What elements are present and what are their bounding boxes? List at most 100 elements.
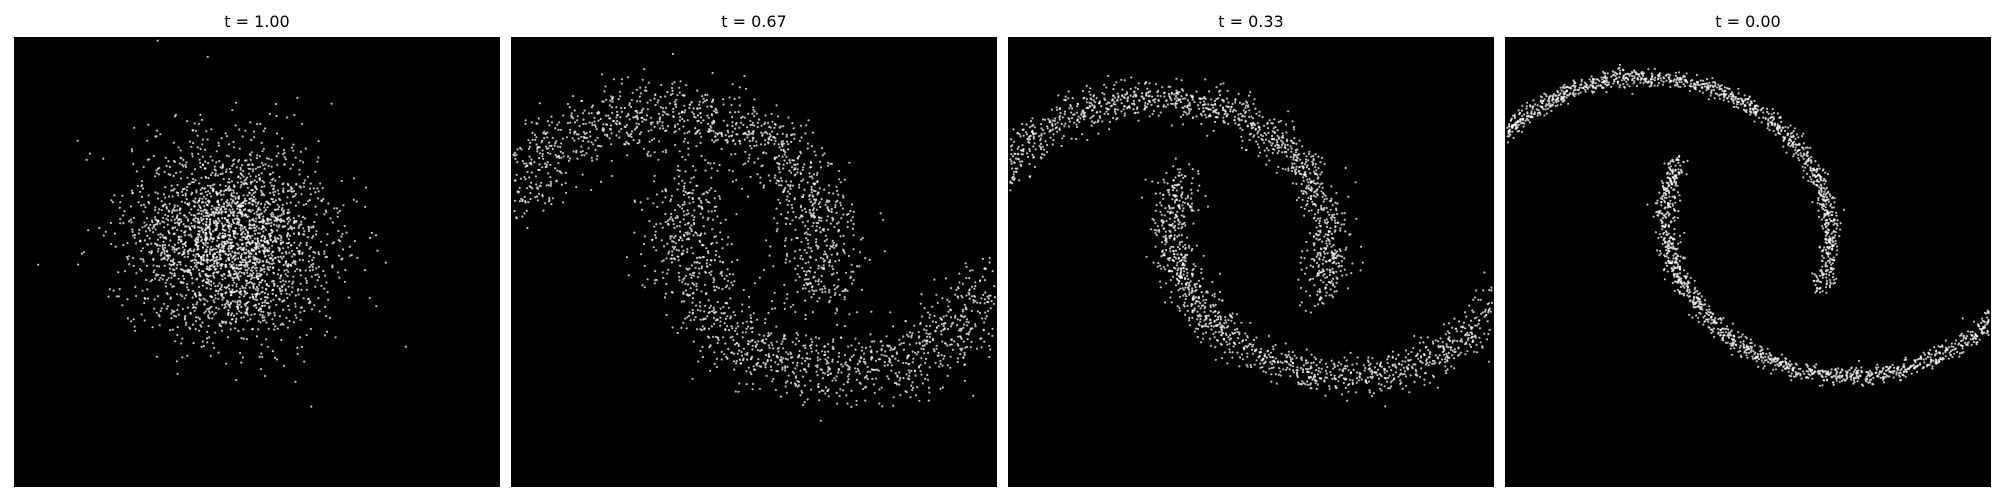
scatter-point bbox=[190, 273, 193, 277]
scatter-point bbox=[958, 281, 961, 284]
scatter-point bbox=[688, 106, 691, 109]
scatter-point bbox=[791, 122, 794, 125]
scatter-point bbox=[959, 329, 963, 332]
scatter-point bbox=[862, 360, 865, 363]
scatter-point bbox=[666, 272, 669, 275]
scatter-point bbox=[139, 268, 142, 271]
scatter-point bbox=[235, 166, 238, 169]
scatter-point bbox=[787, 143, 790, 146]
scatter-point bbox=[152, 225, 156, 228]
scatter-point bbox=[592, 143, 595, 146]
scatter-point bbox=[718, 163, 721, 167]
scatter-point bbox=[286, 235, 289, 238]
scatter-point bbox=[269, 213, 273, 216]
scatter-point bbox=[721, 274, 724, 277]
scatter-point bbox=[209, 280, 212, 283]
scatter-point bbox=[573, 139, 576, 142]
scatter-point bbox=[282, 255, 285, 258]
scatter-point bbox=[949, 343, 952, 346]
scatter-point bbox=[202, 254, 206, 257]
scatter-point bbox=[271, 292, 274, 295]
scatter-point bbox=[802, 344, 805, 347]
scatter-point bbox=[747, 157, 751, 160]
scatter-point bbox=[218, 160, 221, 163]
scatter-point bbox=[254, 198, 257, 201]
scatter-point bbox=[279, 255, 282, 258]
scatter-point bbox=[706, 265, 709, 268]
scatter-point bbox=[988, 344, 991, 347]
scatter-point bbox=[281, 189, 285, 192]
scatter-point bbox=[201, 340, 204, 343]
scatter-point bbox=[251, 241, 254, 244]
scatter-point bbox=[942, 357, 945, 360]
scatter-point bbox=[741, 322, 744, 325]
scatter-point bbox=[723, 322, 726, 325]
scatter-point bbox=[242, 264, 245, 267]
scatter-point bbox=[795, 236, 798, 239]
scatter-point bbox=[376, 249, 379, 252]
scatter-point bbox=[789, 187, 792, 191]
scatter-point bbox=[217, 201, 220, 204]
scatter-point bbox=[610, 143, 613, 146]
scatter-point bbox=[307, 298, 310, 301]
scatter-point bbox=[515, 153, 518, 156]
scatter-point bbox=[257, 308, 260, 311]
scatter-point bbox=[222, 193, 225, 196]
scatter-point bbox=[226, 204, 229, 207]
scatter-point bbox=[237, 278, 240, 281]
scatter-point bbox=[718, 255, 721, 258]
scatter-point bbox=[545, 147, 548, 150]
scatter-point bbox=[228, 306, 231, 309]
scatter-point bbox=[731, 260, 734, 263]
scatter-point bbox=[343, 280, 346, 283]
scatter-point bbox=[763, 268, 766, 272]
scatter-point bbox=[745, 370, 748, 373]
scatter-point bbox=[246, 319, 249, 322]
scatter-point bbox=[291, 282, 294, 285]
scatter-point bbox=[127, 255, 130, 258]
scatter-point bbox=[119, 222, 122, 225]
scatter-point bbox=[738, 96, 741, 99]
scatter-point bbox=[337, 271, 340, 274]
scatter-point bbox=[800, 254, 803, 257]
scatter-point bbox=[138, 228, 141, 232]
scatter-point bbox=[275, 303, 278, 306]
scatter-point bbox=[810, 212, 813, 215]
scatter-point bbox=[609, 99, 612, 102]
scatter-point bbox=[238, 296, 241, 299]
scatter-point bbox=[698, 100, 701, 103]
scatter-point bbox=[118, 206, 121, 209]
scatter-point bbox=[238, 299, 242, 302]
scatter-point bbox=[240, 293, 243, 296]
scatter-point bbox=[657, 158, 660, 161]
scatter-point bbox=[764, 353, 768, 357]
scatter-point bbox=[236, 181, 239, 184]
scatter-point bbox=[635, 114, 638, 117]
scatter-point bbox=[824, 358, 827, 361]
scatter-point bbox=[155, 129, 158, 132]
scatter-point bbox=[716, 138, 719, 141]
scatter-point bbox=[146, 297, 149, 300]
scatter-point bbox=[283, 156, 286, 159]
scatter-point bbox=[926, 311, 930, 314]
scatter-point bbox=[232, 235, 235, 238]
scatter-point bbox=[961, 310, 964, 313]
scatter-point bbox=[601, 100, 604, 103]
scatter-point bbox=[262, 181, 266, 184]
scatter-point bbox=[227, 313, 230, 317]
scatter-point bbox=[610, 128, 613, 131]
scatter-point bbox=[239, 287, 242, 290]
scatter-point bbox=[184, 315, 187, 318]
scatter-point bbox=[348, 245, 351, 248]
scatter-point bbox=[758, 118, 761, 121]
scatter-point bbox=[708, 306, 711, 309]
scatter-point bbox=[260, 141, 263, 144]
scatter-point bbox=[826, 370, 829, 373]
scatter-point bbox=[186, 354, 189, 357]
scatter-point bbox=[799, 369, 802, 372]
scatter-point bbox=[281, 207, 284, 210]
scatter-point bbox=[668, 250, 671, 253]
scatter-point bbox=[673, 100, 676, 103]
scatter-point bbox=[579, 150, 582, 154]
scatter-point bbox=[713, 312, 716, 315]
